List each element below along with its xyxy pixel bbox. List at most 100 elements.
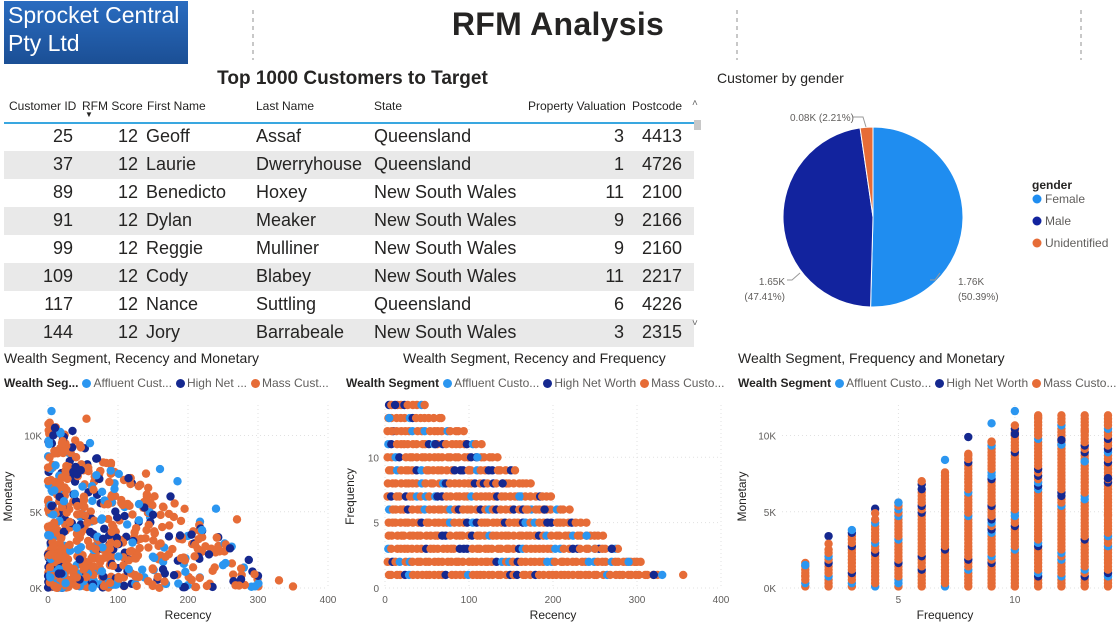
- y-axis-label: Monetary: [735, 471, 749, 521]
- legend-item-female[interactable]: Female: [1045, 192, 1085, 206]
- scatter-point: [632, 557, 642, 567]
- scatter-point: [847, 525, 857, 535]
- legend-item-affluent[interactable]: Affluent Custo...: [846, 376, 932, 390]
- cell-rfm-score: 12: [117, 322, 138, 342]
- table-scrollbar[interactable]: ˄ ˅: [692, 98, 702, 330]
- scatter-point: [487, 544, 497, 553]
- cell-rfm-score: 12: [117, 238, 138, 258]
- cell-rfm-score: 12: [117, 154, 138, 174]
- scatter-point: [658, 570, 667, 580]
- pie-slice-unidentified[interactable]: [859, 126, 874, 218]
- table-row[interactable]: 25 12 Geoff Assaf Queensland 3 4413: [4, 123, 694, 151]
- table-row[interactable]: 109 12 Cody Blabey New South Wales 11 2217: [4, 263, 694, 291]
- scatter-point: [49, 518, 59, 527]
- scatter-point: [387, 531, 396, 540]
- scatter-point: [496, 544, 506, 553]
- legend-item-affluent[interactable]: Affluent Custo...: [454, 376, 540, 390]
- scatter-points: [43, 406, 298, 593]
- legend-dot-high-net: [175, 379, 185, 388]
- table-row[interactable]: 91 12 Dylan Meaker New South Wales 9 2166: [4, 207, 694, 235]
- table-row[interactable]: 117 12 Nance Suttling Queensland 6 4226: [4, 291, 694, 319]
- legend-item-mass[interactable]: Mass Custo...: [651, 376, 725, 390]
- y-tick-label: 5K: [764, 508, 777, 519]
- scatter-point: [110, 484, 119, 494]
- scatter-point: [98, 458, 108, 467]
- x-tick-label: 200: [545, 595, 562, 606]
- column-header-state[interactable]: State: [374, 99, 403, 113]
- legend-item-high-net[interactable]: High Net ...: [186, 376, 247, 390]
- legend-dot-mass: [1032, 379, 1042, 388]
- legend-item-mass[interactable]: Mass Custo...: [1043, 376, 1116, 390]
- legend-item-male[interactable]: Male: [1045, 214, 1071, 228]
- scatter-point: [1010, 406, 1020, 416]
- scatter-point: [144, 543, 153, 552]
- legend-item-mass[interactable]: Mass Cust...: [262, 376, 329, 390]
- cell-state: Queensland: [374, 154, 472, 174]
- scatter-point: [124, 474, 133, 483]
- scatter-point: [450, 466, 459, 475]
- cell-state: Queensland: [374, 126, 472, 146]
- cell-first-name: Cody: [146, 266, 189, 286]
- scatter-point: [61, 578, 70, 588]
- scrollbar-thumb[interactable]: [694, 120, 701, 130]
- table-row[interactable]: 89 12 Benedicto Hoxey New South Wales 11 2100: [4, 179, 694, 207]
- column-header-property-valuation[interactable]: Property Valuation: [528, 99, 626, 113]
- scatter-point: [106, 538, 115, 548]
- cell-property-valuation: 11: [605, 182, 624, 202]
- scatter-point: [138, 565, 147, 574]
- column-header-postcode[interactable]: Postcode: [632, 99, 683, 113]
- scatter-point: [103, 500, 113, 509]
- legend-item-unidentified[interactable]: Unidentified: [1045, 236, 1108, 250]
- scatter-point: [148, 564, 157, 573]
- scatter-point: [83, 518, 92, 528]
- scatter-points: [383, 400, 688, 580]
- column-header-rfm-score[interactable]: RFM Score: [82, 99, 143, 113]
- scatter-point: [106, 458, 116, 468]
- company-logo: Sprocket Central Pty Ltd: [4, 1, 188, 64]
- scatter-point: [194, 535, 203, 544]
- legend-item-affluent[interactable]: Affluent Cust...: [93, 376, 172, 390]
- y-axis-label: Frequency: [343, 468, 357, 525]
- scatter-point: [181, 567, 190, 577]
- table-row[interactable]: 99 12 Reggie Mulliner New South Wales 9 2160: [4, 235, 694, 263]
- scatter-point: [204, 550, 214, 559]
- legend-dot-mass: [640, 379, 650, 388]
- scatter-point: [679, 570, 688, 580]
- scatter-point: [155, 583, 164, 592]
- x-tick-label: 200: [180, 595, 197, 606]
- scatter-point: [75, 555, 84, 564]
- scatter-point: [53, 583, 62, 592]
- column-header-last-name[interactable]: Last Name: [256, 99, 315, 113]
- scatter-point: [218, 560, 228, 570]
- cell-first-name: Laurie: [146, 154, 197, 174]
- cell-state: New South Wales: [374, 182, 517, 202]
- y-tick-label: 10: [368, 453, 380, 464]
- scatter-point: [150, 529, 159, 538]
- scatter-point: [180, 504, 189, 513]
- scatter-point: [190, 552, 199, 561]
- cell-property-valuation: 11: [605, 266, 624, 286]
- scatter-point: [473, 453, 482, 462]
- table-row[interactable]: 144 12 Jory Barrabeale New South Wales 3 2315: [4, 319, 694, 347]
- table-row[interactable]: 37 12 Laurie Dwerryhouse Queensland 1 4726: [4, 151, 694, 179]
- column-header-customer-id[interactable]: Customer ID: [9, 99, 77, 113]
- scatter-point: [65, 540, 74, 550]
- column-header-first-name[interactable]: First Name: [147, 99, 206, 113]
- scatter-point: [62, 508, 71, 517]
- pie-slice-male[interactable]: [782, 127, 874, 308]
- x-axis-label: Recency: [530, 608, 577, 622]
- cell-rfm-score: 12: [117, 266, 138, 286]
- scatter-point: [824, 545, 833, 554]
- scatter-point: [125, 501, 134, 510]
- legend-item-high-net[interactable]: High Net Worth: [946, 376, 1029, 390]
- scatter-point: [197, 525, 207, 535]
- scatter-point: [940, 468, 950, 477]
- scatter-point: [79, 495, 89, 505]
- scroll-up-icon[interactable]: ˄: [692, 98, 698, 109]
- legend-item-high-net[interactable]: High Net Worth: [554, 376, 637, 390]
- pie-slice-female[interactable]: [870, 126, 964, 308]
- scatter-point: [572, 557, 581, 567]
- scatter-point: [590, 544, 600, 553]
- cell-property-valuation: 6: [613, 294, 624, 314]
- scroll-down-icon[interactable]: ˅: [692, 318, 698, 329]
